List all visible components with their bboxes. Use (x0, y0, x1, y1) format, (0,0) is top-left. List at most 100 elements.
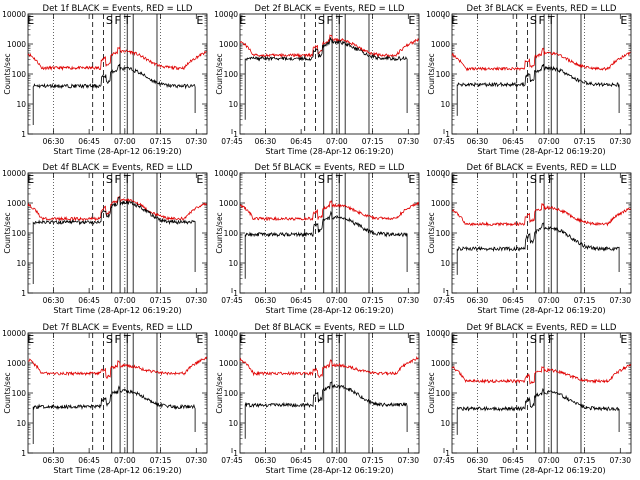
event-marker: E (451, 333, 458, 346)
y-tick-label: 1 (445, 130, 450, 139)
events-series-line (244, 381, 408, 439)
x-tick-label: 07:45 (221, 296, 243, 305)
panel-title: Det 4f BLACK = Events, RED = LLD (43, 163, 193, 173)
x-axis-label: Start Time (28-Apr-12 06:19:20) (265, 306, 393, 315)
event-marker: E (196, 173, 203, 186)
y-tick-label: 100 (436, 229, 451, 238)
x-tick-label: 06:45 (78, 137, 100, 146)
event-marker: E (620, 173, 627, 186)
x-tick-label: 07:30 (185, 456, 207, 465)
events-series-line (456, 387, 620, 435)
y-axis-label: Counts/sec (215, 372, 224, 413)
x-tick-label: 07:15 (150, 456, 172, 465)
x-tick-label: 07:30 (185, 137, 207, 146)
y-tick-label: 10000 (426, 329, 450, 338)
event-marker: E (408, 14, 415, 27)
x-tick-label: 07:00 (114, 456, 136, 465)
events-series-line (456, 222, 620, 275)
event-marker: F (539, 14, 545, 27)
y-tick-label: 1000 (431, 40, 450, 49)
x-tick-label: 07:15 (362, 456, 384, 465)
x-tick-label: 07:30 (609, 137, 631, 146)
y-tick-label: 1000 (219, 359, 238, 368)
detector-panel-5: Det 5f BLACK = Events, RED = LLD 1 10 100 10… (214, 163, 455, 315)
event-marker: T (123, 14, 131, 27)
lld-series-line (451, 364, 631, 385)
y-tick-label: 1 (21, 289, 26, 298)
panel-title: Det 6f BLACK = Events, RED = LLD (467, 163, 617, 173)
x-tick-label: 07:30 (609, 296, 631, 305)
y-axis-label: Counts/sec (3, 53, 12, 94)
x-tick-label: 07:30 (185, 296, 207, 305)
x-axis-label: Start Time (28-Apr-12 06:19:20) (53, 466, 181, 475)
event-marker: E (27, 14, 34, 27)
x-tick-label: 06:30 (467, 456, 489, 465)
y-axis-label: Counts/sec (427, 53, 436, 94)
event-marker: F (115, 173, 121, 186)
lld-series-line (27, 46, 207, 71)
lld-series-line (451, 47, 631, 72)
x-tick-label: 06:30 (255, 296, 277, 305)
events-series-line (32, 63, 196, 125)
x-tick-label: 07:15 (150, 137, 172, 146)
panel-title: Det 9f BLACK = Events, RED = LLD (467, 323, 617, 333)
detector-panel-8: Det 8f BLACK = Events, RED = LLD11010010… (214, 323, 455, 475)
panel-title: Det 5f BLACK = Events, RED = LLD (255, 163, 405, 173)
event-marker: F (115, 14, 121, 27)
y-axis-label: Counts/sec (3, 212, 12, 253)
x-tick-label: 07:15 (574, 456, 596, 465)
x-tick-label: 06:30 (43, 137, 65, 146)
x-tick-label: 07:00 (326, 296, 348, 305)
y-tick-label: 100 (12, 70, 27, 79)
event-marker: E (620, 14, 627, 27)
y-tick-label: 1 (233, 289, 238, 298)
y-tick-label: 10 (16, 259, 26, 268)
y-tick-label: 1000 (431, 359, 450, 368)
x-tick-label: 06:30 (467, 137, 489, 146)
detector-panel-6: Det 6f BLACK = Events, RED = LLD 1 10 100 10… (426, 163, 632, 315)
event-marker: E (408, 173, 415, 186)
x-tick-label: 07:15 (362, 137, 384, 146)
y-tick-label: 10 (16, 100, 26, 109)
y-tick-label: 1 (21, 449, 26, 458)
y-tick-label: 1000 (7, 359, 26, 368)
event-marker: E (451, 173, 458, 186)
panel-title: Det 7f BLACK = Events, RED = LLD (43, 323, 193, 333)
y-tick-label: 1000 (7, 40, 26, 49)
x-axis-label: Start Time (28-Apr-12 06:19:20) (265, 466, 393, 475)
y-tick-label: 10000 (426, 169, 450, 178)
y-tick-label: 1000 (7, 199, 26, 208)
x-tick-label: 07:15 (574, 296, 596, 305)
x-tick-label: 07:00 (538, 137, 560, 146)
y-tick-label: 100 (12, 229, 27, 238)
x-tick-label: 06:45 (290, 296, 312, 305)
lld-series-line (239, 355, 419, 379)
detector-panel-3: Det 3f BLACK = Events, RED = LLD 1 10 100 10… (426, 4, 632, 156)
x-tick-label: 07:30 (609, 456, 631, 465)
y-axis-label: Counts/sec (215, 53, 224, 94)
x-tick-label: 06:45 (502, 296, 524, 305)
panel-title: Det 3f BLACK = Events, RED = LLD (467, 4, 617, 14)
x-tick-label: 07:15 (362, 296, 384, 305)
y-tick-label: 1000 (219, 199, 238, 208)
y-tick-label: 10000 (2, 329, 26, 338)
y-tick-label: 10000 (426, 10, 450, 19)
event-marker: F (548, 333, 554, 346)
y-tick-label: 10 (440, 259, 450, 268)
event-marker: S (318, 173, 325, 186)
plot-frame (451, 13, 632, 135)
y-tick-label: 1000 (219, 40, 238, 49)
x-tick-label: 06:30 (255, 456, 277, 465)
events-series-line (244, 210, 408, 279)
y-tick-label: 100 (224, 389, 239, 398)
x-tick-label: 07:00 (114, 137, 136, 146)
x-tick-label: 07:30 (397, 137, 419, 146)
y-tick-label: 10000 (2, 169, 26, 178)
plot-frame (239, 332, 420, 454)
plot-frame (451, 172, 632, 294)
event-marker: S (530, 173, 537, 186)
x-tick-label: 06:45 (502, 456, 524, 465)
lld-series-line (239, 34, 419, 59)
lld-series-line (27, 356, 207, 379)
event-marker: E (239, 14, 246, 27)
